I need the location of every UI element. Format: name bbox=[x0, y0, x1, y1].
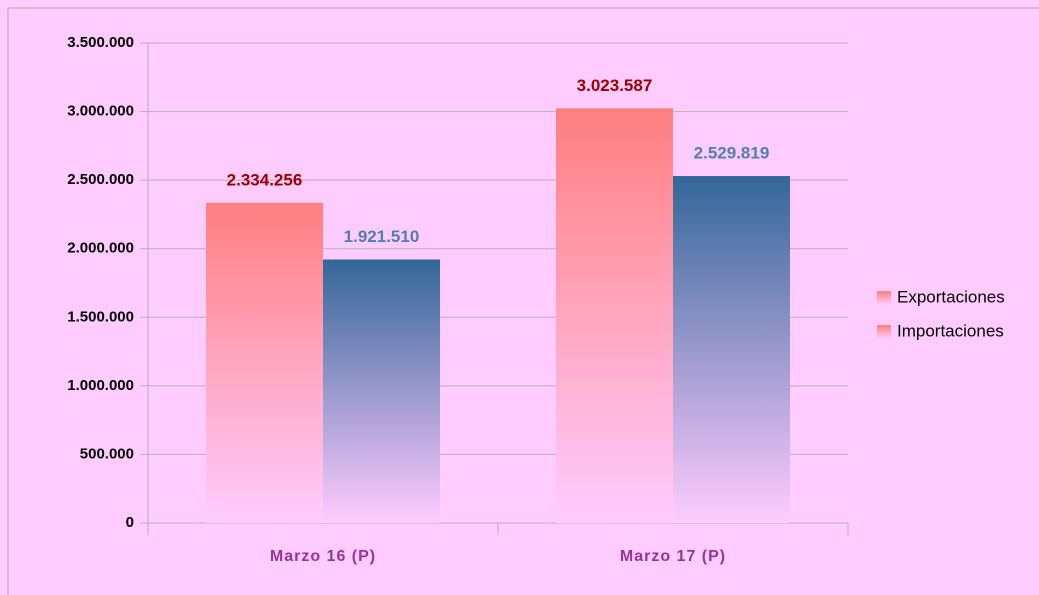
frame bbox=[7, 7, 1039, 595]
x-tick-label: Marzo 16 (P) bbox=[270, 548, 376, 565]
legend-swatch bbox=[877, 291, 891, 305]
y-tick-label: 500.000 bbox=[80, 445, 134, 462]
bar bbox=[206, 202, 323, 523]
legend-label: Importaciones bbox=[897, 321, 1004, 340]
legend-label: Exportaciones bbox=[897, 287, 1005, 306]
bar bbox=[673, 176, 790, 523]
y-tick-label: 0 bbox=[126, 514, 134, 531]
y-tick-label: 1.000.000 bbox=[67, 377, 134, 394]
value-label: 1.921.510 bbox=[344, 227, 420, 246]
y-tick-label: 3.500.000 bbox=[67, 34, 134, 51]
legend-swatch bbox=[877, 325, 891, 339]
y-tick-label: 1.500.000 bbox=[67, 308, 134, 325]
value-label: 2.334.256 bbox=[227, 170, 303, 189]
value-label: 2.529.819 bbox=[694, 144, 770, 163]
bar bbox=[323, 259, 440, 523]
y-tick-label: 2.000.000 bbox=[67, 240, 134, 257]
y-tick-label: 2.500.000 bbox=[67, 171, 134, 188]
x-tick-label: Marzo 17 (P) bbox=[620, 548, 726, 565]
bar bbox=[556, 108, 673, 523]
value-label: 3.023.587 bbox=[577, 76, 653, 95]
y-tick-label: 3.000.000 bbox=[67, 103, 134, 120]
